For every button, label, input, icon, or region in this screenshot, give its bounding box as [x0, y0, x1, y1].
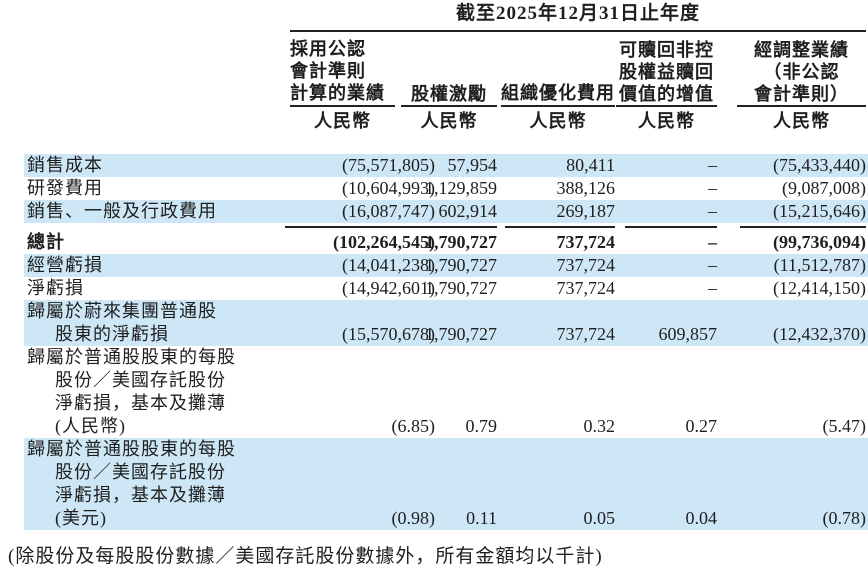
row-label: 歸屬於普通股股東的每股 股份／美國存託股份 淨虧損，基本及攤薄 (美元): [27, 439, 236, 528]
cell-value: 609,857: [658, 324, 718, 344]
cell-value: 1,790,727: [425, 278, 497, 298]
cell-value: (75,571,805): [342, 155, 435, 175]
table-row-net-loss-attributable: 歸屬於蔚來集團普通股 股東的淨虧損 (15,570,678) 1,790,727…: [24, 300, 868, 346]
cell-value: 1,129,859: [425, 178, 497, 198]
row-label: 經營虧損: [27, 255, 103, 275]
currency-label: 人民幣: [638, 111, 695, 131]
column-header-text: 可贖回非控 股權益贖回 價值的增值: [616, 39, 717, 107]
subtotal-rule-row: [24, 223, 868, 231]
table-row-total: 總計 (102,264,545) 1,790,727 737,724 – (99…: [24, 231, 868, 254]
table-row-rd-expenses: 研發費用 (10,604,993) 1,129,859 388,126 – (9…: [24, 177, 868, 200]
cell-value: (15,215,646): [773, 201, 866, 221]
cell-value: 0.05: [583, 508, 616, 528]
column-header-gaap: 採用公認 會計準則 計算的業績 人民幣: [290, 38, 395, 132]
table-row-sga-expenses: 銷售、一般及行政費用 (16,087,747) 602,914 269,187 …: [24, 200, 868, 223]
cell-value: (12,432,370): [773, 324, 866, 344]
cell-value: 1,790,727: [425, 255, 497, 275]
column-header-adjusted-non-gaap: 經調整業績 （非公認 會計準則） 人民幣: [737, 39, 866, 132]
column-header-redeemable-nci: 可贖回非控 股權益贖回 價值的增值 人民幣: [616, 39, 717, 132]
row-label: 銷售、一般及行政費用: [27, 201, 217, 221]
cell-value: (15,570,678): [342, 324, 435, 344]
table-row-net-loss: 淨虧損 (14,942,601) 1,790,727 737,724 – (12…: [24, 277, 868, 300]
cell-value: (14,942,601): [342, 278, 435, 298]
row-label: 歸屬於蔚來集團普通股 股東的淨虧損: [27, 301, 217, 344]
cell-value: 0.11: [466, 508, 497, 528]
row-label: 研發費用: [27, 178, 103, 198]
cell-value: (10,604,993): [342, 178, 435, 198]
column-header-text: 股權激勵: [401, 83, 497, 107]
cell-value: (14,041,238): [342, 255, 435, 275]
cell-value: (9,087,008): [782, 178, 866, 198]
column-header-text: 經調整業績 （非公認 會計準則）: [737, 39, 866, 107]
subtotal-rule: [740, 226, 866, 228]
table-row-loss-per-share-usd: 歸屬於普通股股東的每股 股份／美國存託股份 淨虧損，基本及攤薄 (美元) (0.…: [24, 438, 868, 530]
cell-value: 737,724: [556, 278, 616, 298]
cell-value: –: [708, 232, 717, 252]
cell-value: (6.85): [391, 416, 436, 436]
cell-value: 0.04: [685, 508, 718, 528]
column-header-text: 組織優化費用: [501, 82, 615, 107]
currency-label: 人民幣: [314, 111, 371, 131]
subtotal-rule: [405, 226, 497, 228]
column-header-share-based-comp: 股權激勵 人民幣: [401, 83, 497, 132]
cell-value: (99,736,094): [773, 232, 866, 252]
cell-value: 1,790,727: [425, 324, 497, 344]
subtotal-rule: [285, 226, 435, 228]
cell-value: 0.32: [583, 416, 616, 436]
cell-value: (0.98): [391, 508, 436, 528]
currency-label: 人民幣: [773, 111, 830, 131]
table-header-title-row: 截至2025年12月31日止年度: [24, 3, 868, 32]
currency-label: 人民幣: [529, 111, 587, 131]
cell-value: 0.27: [685, 416, 718, 436]
row-label: 銷售成本: [27, 155, 103, 175]
cell-value: (11,512,787): [773, 255, 866, 275]
column-header-org-optimization: 組織優化費用 人民幣: [501, 82, 615, 132]
cell-value: (16,087,747): [342, 201, 435, 221]
cell-value: 737,724: [556, 232, 616, 252]
period-title: 截至2025年12月31日止年度: [290, 3, 866, 32]
cell-value: –: [708, 255, 717, 275]
table-row-operating-loss: 經營虧損 (14,041,238) 1,790,727 737,724 – (1…: [24, 254, 868, 277]
cell-value: 1,790,727: [425, 232, 497, 252]
row-label: 淨虧損: [27, 278, 84, 298]
column-header-row: 採用公認 會計準則 計算的業績 人民幣 股權激勵 人民幣 組織優化費用 人民幣 …: [24, 38, 868, 132]
cell-value: (12,414,150): [773, 278, 866, 298]
label-column-spacer: [24, 3, 290, 32]
table-row-cost-of-sales: 銷售成本 (75,571,805) 57,954 80,411 – (75,43…: [24, 154, 868, 177]
row-label: 歸屬於普通股股東的每股 股份／美國存託股份 淨虧損，基本及攤薄 (人民幣): [27, 347, 236, 436]
cell-value: –: [708, 278, 717, 298]
cell-value: 0.79: [465, 416, 498, 436]
cell-value: (0.78): [822, 508, 867, 528]
cell-value: 57,954: [447, 155, 498, 175]
row-label: 總計: [27, 232, 65, 252]
cell-value: (75,433,440): [773, 155, 866, 175]
footnote: (除股份及每股股份數據／美國存託股份數據外，所有金額均以千計): [8, 546, 603, 567]
table-body: 銷售成本 (75,571,805) 57,954 80,411 – (75,43…: [24, 154, 868, 530]
cell-value: 269,187: [556, 201, 616, 221]
cell-value: –: [708, 201, 717, 221]
column-header-text: 採用公認 會計準則 計算的業績: [290, 38, 395, 107]
subtotal-rule: [625, 226, 717, 228]
cell-value: 388,126: [556, 178, 616, 198]
cell-value: 737,724: [556, 324, 616, 344]
currency-label: 人民幣: [420, 111, 478, 131]
cell-value: 80,411: [566, 155, 615, 175]
cell-value: (5.47): [822, 416, 867, 436]
table-row-loss-per-share-rmb: 歸屬於普通股股東的每股 股份／美國存託股份 淨虧損，基本及攤薄 (人民幣) (6…: [24, 346, 868, 438]
cell-value: (102,264,545): [333, 232, 435, 252]
cell-value: –: [708, 178, 717, 198]
cell-value: –: [708, 155, 717, 175]
cell-value: 602,914: [438, 201, 498, 221]
subtotal-rule: [505, 226, 615, 228]
cell-value: 737,724: [556, 255, 616, 275]
